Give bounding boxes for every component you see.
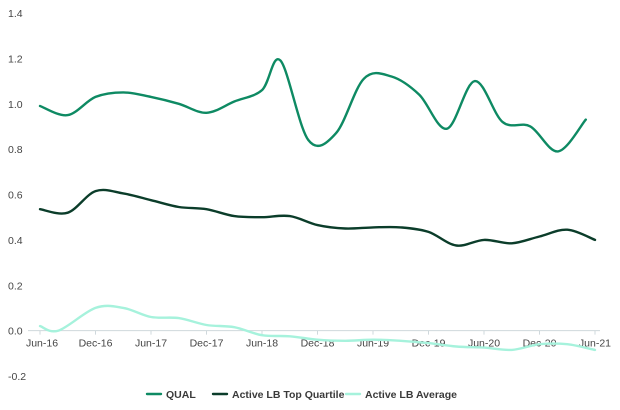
legend-item-active-lb-average: Active LB Average — [344, 389, 457, 401]
y-tick-label: 0.4 — [8, 235, 23, 247]
x-tick-label: Dec-16 — [79, 338, 113, 350]
y-tick-label: 0.6 — [8, 190, 23, 202]
x-tick-label: Jun-16 — [26, 338, 58, 350]
y-tick-label: 0.0 — [8, 326, 23, 338]
series-line-qual — [38, 58, 587, 153]
series-line-active-lb-top-quartile — [38, 188, 597, 247]
legend-item-qual: QUAL — [145, 389, 196, 401]
series-line-active-lb-average — [38, 304, 597, 352]
x-tick-label: Jun-21 — [579, 338, 611, 350]
legend-label: Active LB Average — [365, 389, 457, 401]
plot-area — [38, 58, 597, 352]
legend-item-active-lb-top-quartile: Active LB Top Quartile — [211, 389, 345, 401]
y-tick-label: 1.0 — [8, 99, 23, 111]
legend-label: Active LB Top Quartile — [232, 389, 345, 401]
x-tick-label: Jun-17 — [135, 338, 167, 350]
x-tick-label: Dec-17 — [190, 338, 224, 350]
y-tick-label: 0.2 — [8, 280, 23, 292]
y-tick-label: -0.2 — [8, 371, 26, 383]
legend-label: QUAL — [166, 389, 196, 401]
legend: QUAL Active LB Top Quartile Active LB Aver… — [145, 389, 457, 401]
y-tick-label: 0.8 — [8, 144, 23, 156]
y-tick-label: 1.4 — [8, 8, 23, 20]
y-tick-label: 1.2 — [8, 53, 23, 65]
y-axis: -0.2 0.0 0.2 0.4 0.6 0.8 1.0 1.2 1.4 — [8, 8, 26, 383]
x-tick-label: Jun-18 — [246, 338, 278, 350]
